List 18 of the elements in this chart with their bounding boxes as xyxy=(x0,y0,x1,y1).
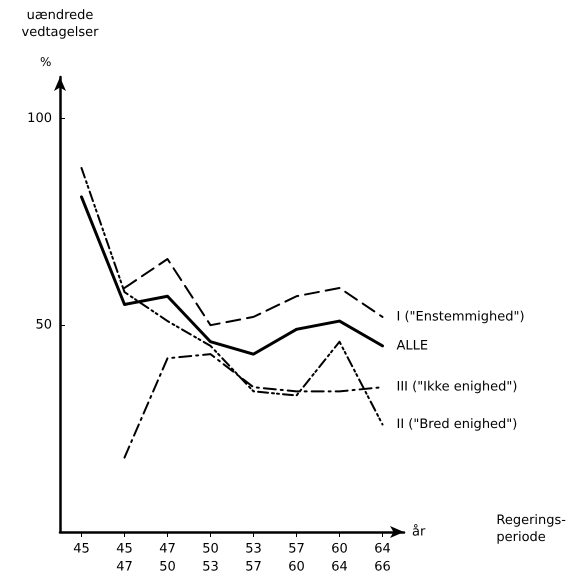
x-tick-label: 45 47 xyxy=(116,542,133,574)
text: % xyxy=(40,55,52,69)
y-axis-title: uændrede vedtagelser xyxy=(22,8,100,40)
x-tick-label: 53 57 xyxy=(245,542,262,574)
y-tick-label: 50 xyxy=(35,318,52,333)
x-axis-title: år xyxy=(412,524,426,540)
series-label: I ("Enstemmighed") xyxy=(396,309,525,324)
x-tick-label: 64 66 xyxy=(374,542,391,574)
text: Regerings- periode xyxy=(496,513,566,545)
x-tick-label: 45 xyxy=(73,542,90,556)
x-tick-label: 47 50 xyxy=(159,542,176,574)
series-label: III ("Ikke enighed") xyxy=(396,380,518,395)
x-tick-label: 57 60 xyxy=(288,542,305,574)
x-tick-label: 60 64 xyxy=(331,542,348,574)
series-label: II ("Bred enighed") xyxy=(396,416,518,432)
series-label: ALLE xyxy=(396,338,428,354)
x-tick-label: 50 53 xyxy=(202,542,219,574)
y-tick-label: 100 xyxy=(27,110,52,126)
